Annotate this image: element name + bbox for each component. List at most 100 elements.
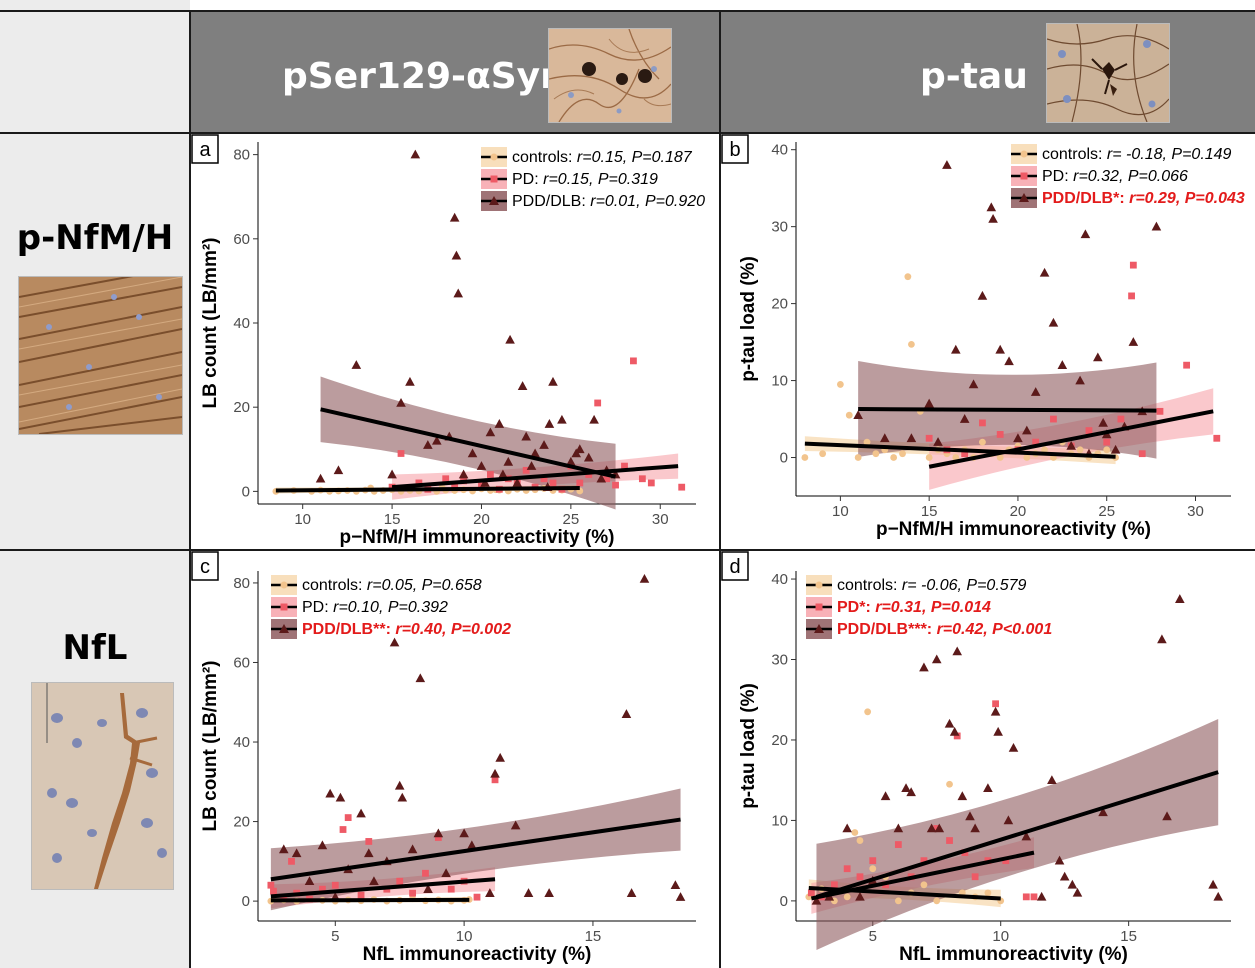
data-point-pdd	[433, 828, 444, 838]
data-point-pdd	[589, 414, 599, 424]
column-title-ptau: p-tau	[920, 56, 1028, 97]
data-point-controls	[946, 780, 953, 788]
data-point-pd	[487, 471, 494, 478]
data-point-pdd	[959, 414, 970, 423]
x-tick-label: 10	[294, 511, 311, 528]
data-point-pd	[894, 841, 902, 848]
legend-key-marker	[490, 153, 498, 161]
data-point-pdd	[423, 884, 433, 893]
x-tick-label: 25	[563, 511, 580, 528]
data-point-controls	[904, 273, 912, 281]
legend-entry-text: PD: r=0.32, P=0.066	[1042, 168, 1188, 185]
x-tick-label: 20	[1010, 503, 1027, 520]
data-point-pdd	[397, 792, 408, 802]
data-point-pd	[621, 462, 628, 470]
data-point-pdd	[1036, 891, 1047, 901]
data-point-pdd	[1093, 352, 1103, 362]
data-point-pd	[434, 834, 442, 841]
data-point-pd	[630, 357, 637, 365]
data-point-pdd	[389, 637, 400, 647]
legend-statistic: r=0.05, P=0.658	[367, 577, 482, 594]
data-point-pdd	[1151, 221, 1162, 231]
y-tick-label: 40	[233, 315, 250, 332]
data-point-pdd	[1162, 811, 1172, 821]
data-point-pd	[971, 873, 979, 881]
data-point-pdd	[924, 398, 934, 408]
data-point-pdd	[1004, 356, 1014, 366]
scatter-panel-a: 0 20 40 60 80 10 15 20 25 30 p−NfM/H immunoreactiv…	[191, 134, 705, 548]
data-point-controls	[864, 708, 872, 716]
data-point-pdd	[369, 876, 379, 886]
legend-entry-text: controls: r= -0.18, P=0.149	[1042, 146, 1232, 163]
ptau-micrograph	[1046, 23, 1170, 123]
panel-letter-box	[191, 551, 219, 581]
data-point-pdd	[952, 646, 963, 656]
data-point-pd	[1103, 438, 1111, 446]
data-point-pdd	[526, 461, 537, 470]
data-point-pd	[638, 475, 646, 483]
column-title-asyn: pSer129-αSyn	[282, 56, 566, 97]
y-axis-label: LB count (LB/mm²)	[200, 238, 221, 409]
data-point-pd	[612, 481, 619, 489]
data-point-pdd	[351, 360, 362, 369]
legend-statistic: r=0.15, P=0.187	[577, 149, 693, 166]
data-point-pdd	[394, 780, 405, 790]
data-point-pd	[447, 885, 455, 893]
y-tick-label: 10	[771, 373, 788, 390]
x-axis-label: NfL immunoreactivity (%)	[899, 944, 1128, 965]
legend-key-marker	[1019, 193, 1029, 202]
legend-key-marker	[490, 175, 498, 183]
data-point-controls	[925, 454, 933, 461]
data-point-pd	[357, 891, 365, 899]
panel-letter-box	[721, 551, 749, 581]
y-tick-label: 20	[771, 732, 788, 749]
legend-statistic: r= -0.06, P=0.579	[902, 577, 1027, 594]
data-point-controls	[819, 450, 827, 458]
data-point-pd	[678, 483, 686, 491]
legend-statistic: r=0.42, P<0.001	[937, 621, 1053, 638]
fit-line-controls	[275, 486, 580, 493]
data-point-pdd	[934, 823, 945, 833]
data-point-pdd	[842, 823, 852, 833]
data-point-controls	[801, 454, 809, 461]
data-point-pdd	[639, 573, 650, 583]
data-point-pdd	[811, 895, 822, 905]
data-point-pd	[267, 881, 275, 889]
data-point-pdd	[521, 431, 531, 441]
legend-statistic: r=0.29, P=0.043	[1129, 190, 1245, 207]
row-title-pnfmh: p-NfM/H	[16, 218, 174, 258]
data-point-controls	[872, 450, 880, 458]
data-point-pdd	[949, 726, 960, 736]
data-point-pdd	[1047, 775, 1057, 784]
y-tick-label: 40	[233, 734, 250, 751]
data-point-pdd	[919, 662, 929, 672]
y-tick-label: 30	[771, 219, 788, 236]
data-point-pdd	[995, 344, 1005, 354]
data-point-pdd	[505, 334, 515, 344]
data-point-pdd	[315, 473, 326, 483]
data-point-pdd	[1072, 887, 1083, 897]
data-point-pdd	[1157, 634, 1167, 644]
data-point-pdd	[557, 414, 567, 424]
data-point-pdd	[977, 290, 988, 300]
data-point-pdd	[1098, 417, 1108, 427]
data-point-pdd	[304, 876, 315, 886]
legend-key-marker	[280, 581, 288, 589]
data-point-pd	[442, 475, 450, 483]
panel-letter: a	[199, 139, 211, 161]
data-point-pdd	[675, 892, 686, 901]
data-point-pdd	[510, 820, 521, 830]
fit-line-controls	[804, 441, 1116, 459]
data-point-pd	[961, 450, 969, 458]
legend-statistic: r=0.15, P=0.319	[543, 171, 658, 188]
data-point-pdd	[333, 465, 344, 475]
data-point-pd	[522, 466, 530, 474]
data-point-pd	[856, 873, 864, 881]
fit-line-pdd	[815, 770, 1219, 899]
data-point-pdd	[317, 840, 328, 850]
data-point-pdd	[431, 435, 442, 445]
fit-line-pd	[928, 409, 1214, 469]
data-point-pd	[1032, 438, 1040, 446]
legend-statistic: r=0.01, P=0.920	[590, 193, 705, 210]
data-point-pdd	[933, 437, 943, 446]
